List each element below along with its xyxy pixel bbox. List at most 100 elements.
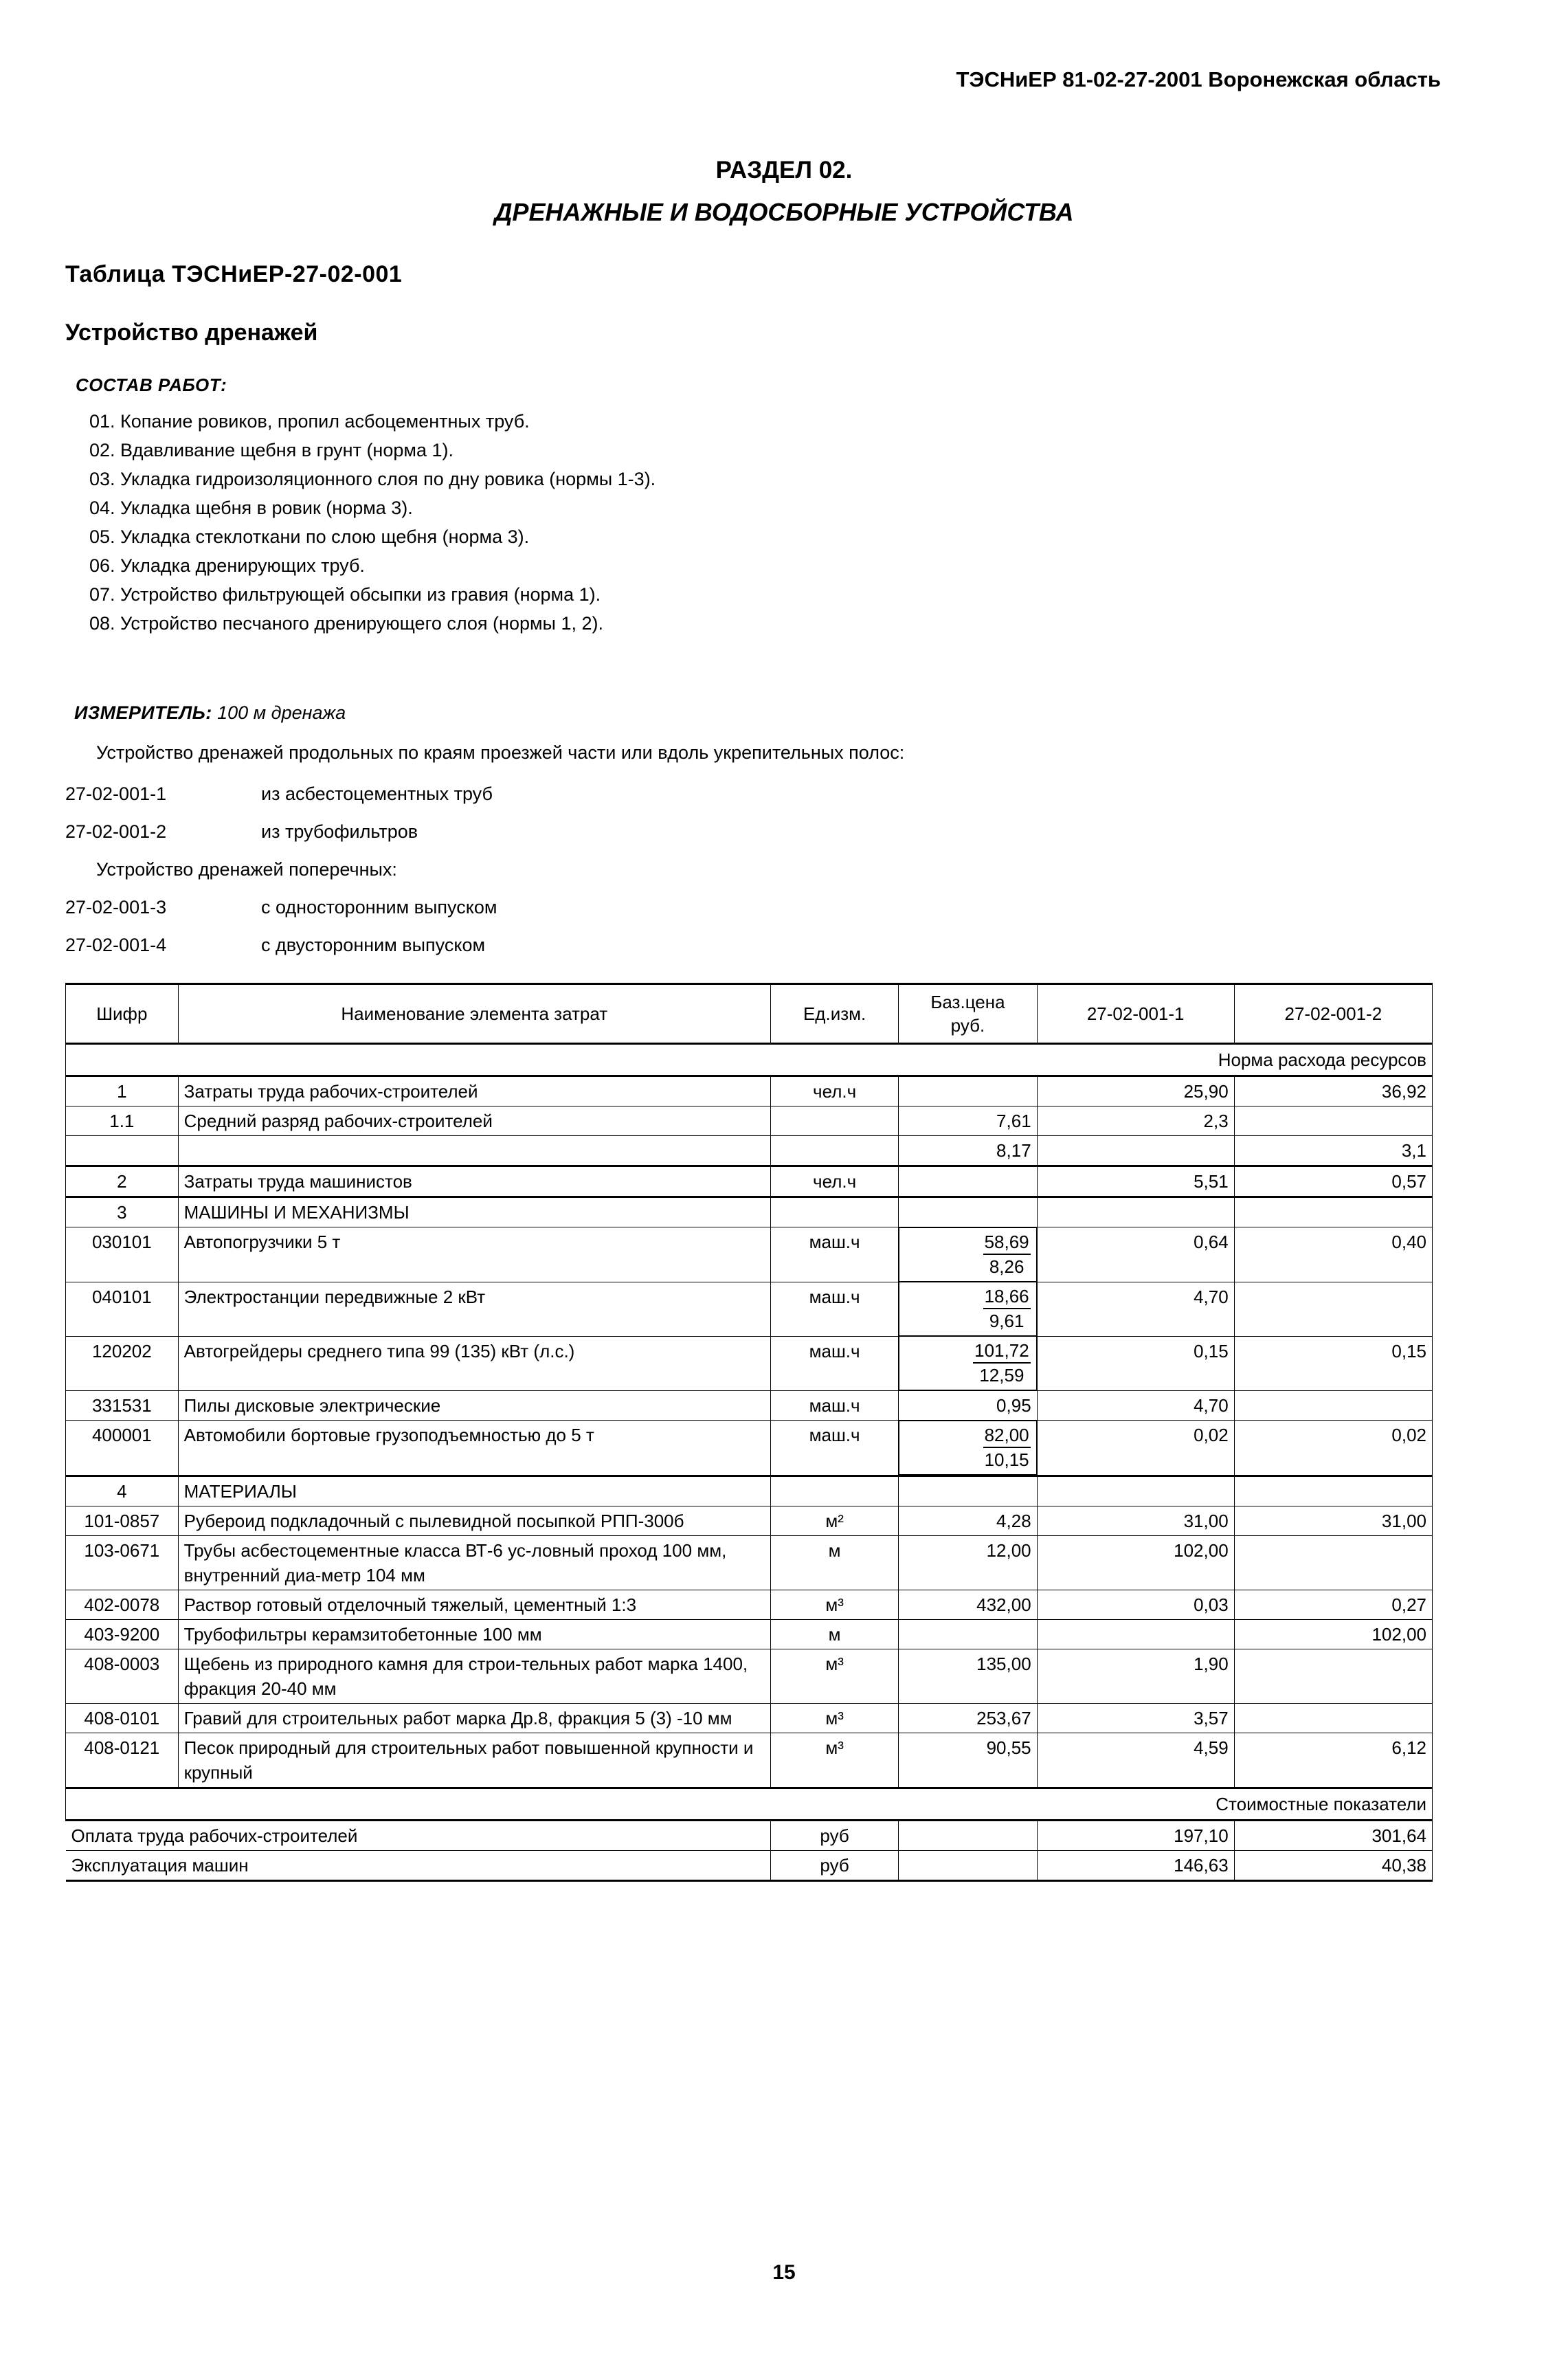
cell-v2: 0,15 [1233,1335,1433,1391]
cell-unit: м² [770,1506,899,1536]
table-row: 1.1 Средний разряд рабочих-строителей 7,… [65,1106,1433,1136]
table-row: 101-0857 Рубероид подкладочный с пылевид… [65,1506,1433,1536]
cell-name: Трубы асбестоцементные класса ВТ-6 ус-ло… [177,1535,771,1590]
price-denominator: 12,59 [979,1365,1024,1386]
section-number: РАЗДЕЛ 02. [715,157,853,183]
cell-name: Рубероид подкладочный с пылевидной посып… [177,1506,771,1536]
th-price-line1: Баз.цена [930,992,1005,1012]
work-item: 06. Укладка дренирующих труб. [89,555,365,576]
cell-code: 402-0078 [65,1590,179,1620]
cell-v1: 102,00 [1036,1535,1235,1590]
cell-v1: 0,03 [1036,1590,1235,1620]
cell-name: МАШИНЫ И МЕХАНИЗМЫ [177,1196,771,1227]
cell-unit: чел.ч [770,1165,899,1197]
cell-unit: м³ [770,1733,899,1788]
cell-v2: 36,92 [1233,1075,1433,1106]
cell-code: 2 [65,1165,179,1197]
summary-v1: 197,10 [1036,1819,1235,1851]
cell-unit: маш.ч [770,1227,899,1282]
cell-v1 [1036,1619,1235,1649]
meter-value: 100 м дренажа [217,702,346,723]
band-row-costs: Стоимостные показатели [65,1787,1433,1821]
cell-v1: 31,00 [1036,1506,1235,1536]
work-item: 01. Копание ровиков, пропил асбоцементны… [89,411,530,432]
th-variant-2: 27-02-001-2 [1233,983,1433,1045]
document-header: ТЭСНиЕР 81-02-27-2001 Воронежская област… [956,67,1441,91]
th-unit: Ед.изм. [770,983,899,1045]
meter-label: ИЗМЕРИТЕЛЬ: [74,702,212,723]
th-code: Шифр [65,983,179,1045]
cell-name: Электростанции передвижные 2 кВт [177,1281,771,1337]
cell-price [898,1165,1038,1197]
cell-unit: м [770,1619,899,1649]
intro-transverse-text: Устройство дренажей поперечных: [96,859,397,880]
cell-unit: м³ [770,1703,899,1733]
cell-v2: 31,00 [1233,1506,1433,1536]
table-row: 103-0671 Трубы асбестоцементные класса В… [65,1535,1433,1590]
works-composition-label: СОСТАВ РАБОТ: [76,375,227,395]
code-desc: из асбестоцементных труб [261,783,493,804]
code-line-1: 27-02-001-1 из асбестоцементных труб [65,783,493,805]
summary-price [898,1819,1038,1851]
th-name: Наименование элемента затрат [177,983,771,1045]
cell-unit: маш.ч [770,1390,899,1421]
cell-code: 1 [65,1075,179,1106]
cell-v2: 6,12 [1233,1733,1433,1788]
code-line-3: 27-02-001-3 с односторонним выпуском [65,897,497,918]
cell-unit: маш.ч [770,1420,899,1476]
cell-code: 030101 [65,1227,179,1282]
price-denominator: 8,26 [989,1256,1024,1277]
section-title: ДРЕНАЖНЫЕ И ВОДОСБОРНЫЕ УСТРОЙСТВА [494,198,1074,226]
cell-unit: маш.ч [770,1281,899,1337]
summary-row: Эксплуатация машин руб 146,63 40,38 [65,1850,1433,1882]
cell-price-fraction: 58,69 8,26 [899,1227,1037,1282]
cell-code: 120202 [65,1335,179,1391]
cell-v2 [1233,1703,1433,1733]
cell-name: Песок природный для строительных работ п… [177,1733,771,1788]
cell-unit [770,1196,899,1227]
price-numerator: 18,66 [983,1284,1031,1309]
cell-code: 408-0121 [65,1733,179,1788]
code-line-4: 27-02-001-4 с двусторонним выпуском [65,935,485,956]
cell-price: 432,00 [898,1590,1038,1620]
band-label-costs: Стоимостные показатели [65,1787,1433,1821]
cell-unit [770,1106,899,1136]
price-denominator: 10,15 [984,1449,1029,1470]
cell-price-fraction: 18,66 9,61 [899,1282,1037,1336]
cell-name: Затраты труда машинистов [177,1165,771,1197]
code-value: 27-02-001-1 [65,783,167,804]
cell-code: 4 [65,1475,179,1506]
cell-v1: 2,3 [1036,1106,1235,1136]
table-section-row: 3 МАШИНЫ И МЕХАНИЗМЫ [65,1196,1433,1227]
cell-name: Раствор готовый отделочный тяжелый, цеме… [177,1590,771,1620]
work-item: 08. Устройство песчаного дренирующего сл… [89,613,603,634]
cell-unit: м³ [770,1649,899,1704]
cell-price [898,1475,1038,1506]
cell-v2: 0,40 [1233,1227,1433,1282]
cell-price [898,1196,1038,1227]
price-numerator: 58,69 [983,1230,1031,1255]
cell-code [65,1135,179,1166]
table-name: Устройство дренажей [65,320,318,346]
table-header-row: Шифр Наименование элемента затрат Ед.изм… [65,983,1433,1045]
cell-v2 [1233,1390,1433,1421]
cell-unit: чел.ч [770,1075,899,1106]
work-item: 07. Устройство фильтрующей обсыпки из гр… [89,584,601,605]
cell-unit: маш.ч [770,1335,899,1391]
page-number: 15 [772,2261,796,2284]
table-row: 040101 Электростанции передвижные 2 кВт … [65,1281,1433,1337]
cell-name: Автомобили бортовые грузоподъемностью до… [177,1420,771,1476]
cell-v1: 5,51 [1036,1165,1235,1197]
cell-v2 [1233,1475,1433,1506]
cell-v1: 4,70 [1036,1281,1235,1337]
band-label-norms: Норма расхода ресурсов [65,1043,1433,1076]
price-numerator: 82,00 [983,1423,1031,1448]
cell-v1: 3,57 [1036,1703,1235,1733]
table-row: 402-0078 Раствор готовый отделочный тяже… [65,1590,1433,1620]
meter-line: ИЗМЕРИТЕЛЬ: 100 м дренажа [74,702,346,724]
summary-row: Оплата труда рабочих-строителей руб 197,… [65,1819,1433,1851]
cell-v2 [1233,1106,1433,1136]
th-variant-1: 27-02-001-1 [1036,983,1235,1045]
table-row: 120202 Автогрейдеры среднего типа 99 (13… [65,1335,1433,1391]
